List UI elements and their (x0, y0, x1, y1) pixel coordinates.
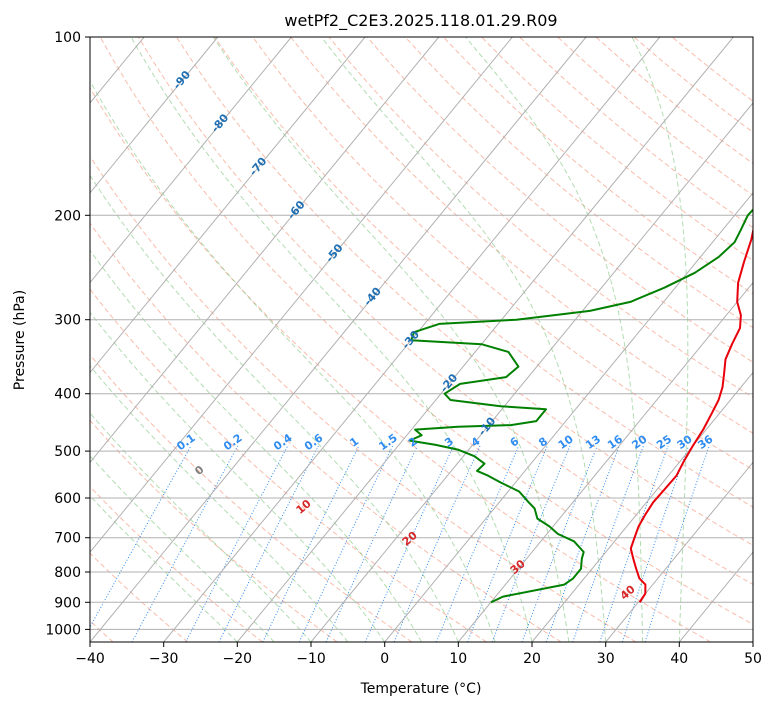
x-tick-label: 30 (597, 651, 615, 667)
y-tick-label: 100 (54, 30, 81, 46)
y-axis: 1000 900 800 700 600 500 400 300 200 100 (45, 30, 90, 638)
dry-adiabat (175, 37, 753, 546)
moist-adiabat (90, 311, 386, 642)
x-tick-label: −10 (296, 651, 326, 667)
x-axis: −40 −30 −20 −10 0 10 20 30 40 50 (75, 642, 762, 667)
mixing-ratio-line (599, 445, 669, 642)
moist-adiabat (631, 37, 689, 642)
dry-adiabat (442, 37, 753, 295)
y-tick-label: 1000 (45, 622, 81, 638)
mixing-ratio-line (364, 445, 454, 642)
y-tick-label: 300 (54, 313, 81, 329)
x-tick-label: −30 (149, 651, 179, 667)
dry-adiabat (214, 37, 753, 508)
isotherm (90, 37, 513, 553)
x-tick-label: 20 (523, 651, 541, 667)
y-tick-label: 900 (54, 595, 81, 611)
y-tick-label: 500 (54, 444, 81, 460)
isotherm (90, 37, 440, 464)
chart-title: wetPf2_C2E3.2025.118.01.29.R09 (284, 11, 557, 31)
isotherm (384, 192, 753, 642)
moist-adiabat (90, 495, 238, 642)
isotherm (752, 641, 753, 642)
plot-frame (89, 36, 754, 643)
isotherm (90, 37, 366, 374)
temperature-profile-line (629, 226, 753, 603)
isotherm (457, 281, 753, 642)
dry-adiabat (90, 288, 487, 642)
dewpoint-profile-line (408, 208, 753, 604)
mixing-ratio-line (325, 445, 418, 642)
dry-adiabat (328, 37, 753, 398)
dry-adiabat (290, 37, 753, 434)
y-tick-label: 400 (54, 387, 81, 403)
isotherm (531, 371, 753, 642)
isotherm (310, 102, 753, 642)
x-tick-label: 40 (670, 651, 688, 667)
x-tick-label: −40 (75, 651, 105, 667)
moist-adiabat (90, 80, 496, 642)
y-tick-label: 800 (54, 565, 81, 581)
y-tick-label: 700 (54, 531, 81, 547)
y-tick-label: 200 (54, 208, 81, 224)
y-tick-label: 600 (54, 491, 81, 507)
mixing-ratio-line (572, 445, 644, 642)
x-tick-label: 10 (449, 651, 467, 667)
x-tick-label: 50 (744, 651, 762, 667)
dry-adiabat (90, 419, 338, 642)
dry-adiabat (90, 552, 189, 642)
x-axis-label: Temperature (°C) (360, 681, 482, 697)
moist-adiabat (90, 174, 459, 642)
dry-adiabat (137, 37, 753, 586)
dry-adiabat (90, 222, 562, 642)
mixing-ratio-line (131, 445, 239, 642)
mixing-ratio-line (262, 445, 360, 642)
moist-adiabat (130, 37, 533, 642)
dry-adiabat (404, 37, 753, 329)
plot-background (90, 37, 753, 642)
moist-adiabat (90, 455, 275, 642)
isotherm (236, 37, 734, 642)
isotherm (605, 461, 753, 642)
mixing-ratio-line (491, 445, 571, 642)
isotherm (0, 37, 70, 642)
mixing-ratio-line (90, 445, 192, 629)
dry-adiabat (90, 485, 263, 642)
x-tick-label: 0 (380, 651, 389, 667)
isotherm (90, 37, 292, 284)
mixing-ratio-line (621, 445, 689, 642)
y-axis-label: Pressure (hPa) (12, 290, 28, 390)
isotherm (90, 37, 587, 642)
dry-adiabat (99, 37, 753, 625)
moist-adiabat (321, 37, 607, 642)
moist-adiabat (90, 249, 422, 642)
moist-adiabat (212, 37, 570, 642)
mixing-ratio-line (545, 445, 620, 642)
grid-layer (0, 37, 753, 642)
x-tick-label: −20 (223, 651, 253, 667)
isotherm (90, 37, 219, 194)
series-layer (408, 208, 753, 604)
